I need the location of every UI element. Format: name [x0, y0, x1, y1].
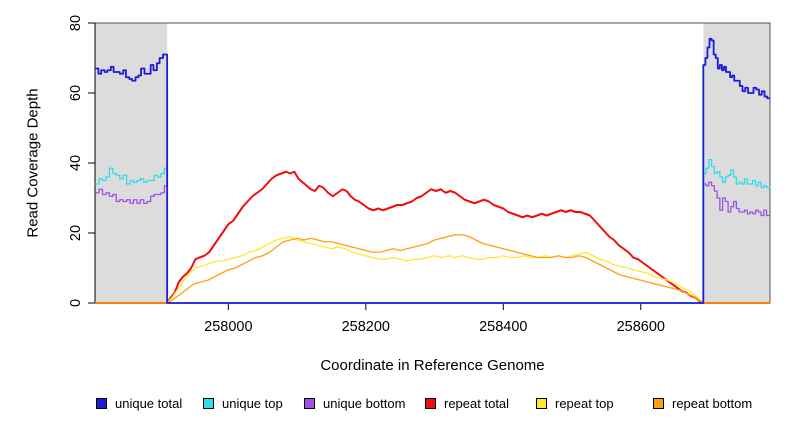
- x-tick-label: 258000: [204, 319, 253, 335]
- shaded-region: [703, 23, 770, 303]
- legend-label: unique top: [222, 396, 283, 411]
- legend-item: repeat bottom: [653, 396, 752, 411]
- x-tick-label: 258200: [341, 319, 390, 335]
- legend-swatch-icon: [536, 398, 547, 409]
- y-tick-label: 60: [68, 84, 84, 102]
- legend-swatch-icon: [425, 398, 436, 409]
- series-unique-total: [95, 37, 770, 304]
- legend-label: unique total: [115, 396, 183, 411]
- legend-item: repeat top: [536, 396, 614, 411]
- y-tick-label: 80: [68, 14, 84, 32]
- x-tick-label: 258400: [479, 319, 528, 335]
- x-axis-title: Coordinate in Reference Genome: [320, 357, 545, 374]
- series-unique-bottom: [95, 181, 770, 304]
- legend-item: unique top: [203, 396, 283, 411]
- y-tick-label: 40: [68, 154, 84, 172]
- series-repeat-top: [95, 235, 770, 304]
- plot-box: [94, 22, 771, 304]
- series-unique-top: [95, 158, 771, 304]
- y-tick-label: 0: [68, 298, 84, 308]
- legend-item: unique total: [96, 396, 182, 411]
- x-tick-label: 258600: [616, 319, 665, 335]
- legend-swatch-icon: [203, 398, 214, 409]
- legend-item: repeat total: [425, 396, 509, 411]
- legend-swatch-icon: [96, 398, 107, 409]
- legend-swatch-icon: [304, 398, 315, 409]
- series-repeat-bottom: [95, 234, 770, 304]
- legend-label: repeat top: [555, 396, 614, 411]
- legend-label: repeat bottom: [672, 396, 753, 411]
- legend-swatch-icon: [653, 398, 664, 409]
- y-axis-title: Read Coverage Depth: [24, 88, 42, 238]
- y-tick-label: 20: [68, 224, 84, 242]
- series-repeat-total: [95, 170, 770, 304]
- legend-label: unique bottom: [323, 396, 406, 411]
- legend-label: repeat total: [444, 396, 510, 411]
- legend-item: unique bottom: [304, 396, 405, 411]
